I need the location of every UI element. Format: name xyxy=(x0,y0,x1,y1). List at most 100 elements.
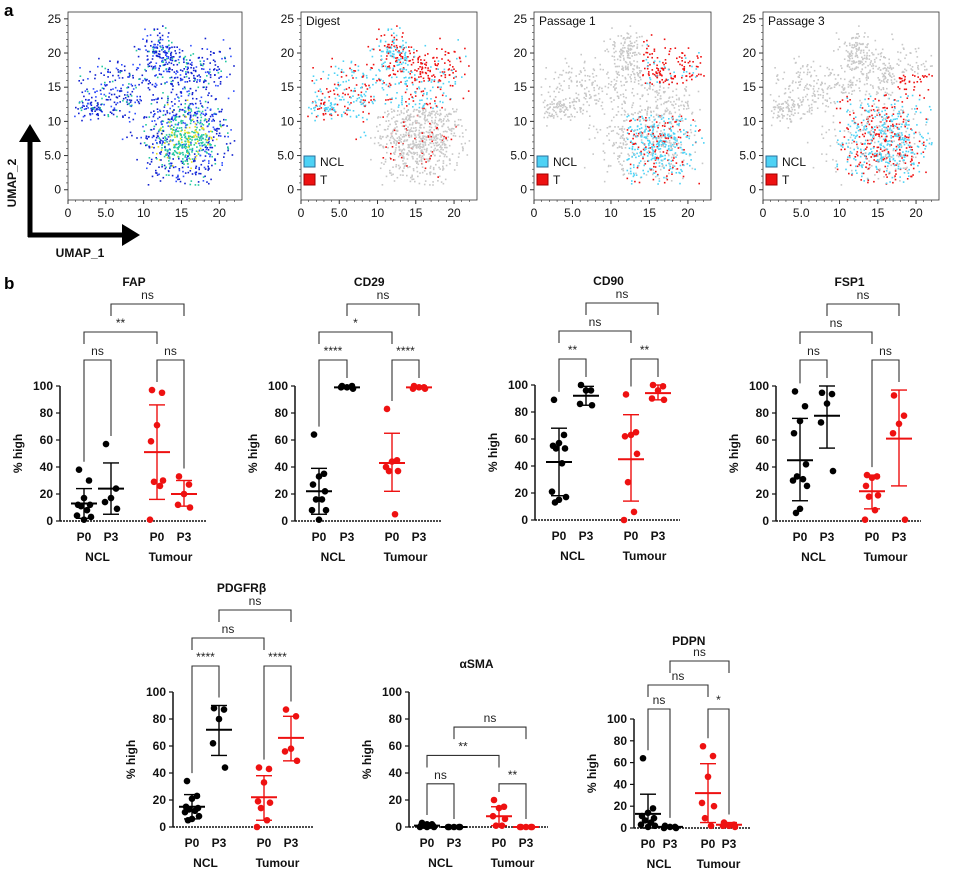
umap-point xyxy=(414,79,416,82)
umap-point xyxy=(87,99,89,101)
umap-point xyxy=(208,92,210,94)
umap-point xyxy=(616,147,619,149)
umap-point xyxy=(439,80,442,82)
umap-point xyxy=(877,106,880,109)
umap-point xyxy=(676,168,679,170)
umap-point xyxy=(391,130,394,133)
umap-point xyxy=(461,76,463,78)
umap-point xyxy=(199,137,201,140)
umap-point xyxy=(556,103,558,105)
umap-point xyxy=(191,173,194,175)
umap-point xyxy=(583,96,585,99)
umap-point xyxy=(115,103,117,106)
umap-point xyxy=(414,92,417,94)
umap-point xyxy=(639,160,642,162)
umap-point xyxy=(414,137,416,140)
umap-point xyxy=(617,126,620,128)
umap-point xyxy=(406,111,408,113)
umap-point xyxy=(588,90,590,93)
umap-point xyxy=(626,138,629,141)
umap-point xyxy=(649,86,651,88)
umap-point xyxy=(682,177,684,180)
umap-point xyxy=(456,164,458,166)
umap-point xyxy=(416,78,418,81)
umap-point xyxy=(217,66,219,68)
umap-point xyxy=(645,146,647,148)
umap-point xyxy=(214,158,216,160)
umap-point xyxy=(907,95,909,97)
umap-point xyxy=(573,98,575,101)
umap-point xyxy=(360,94,362,97)
umap-point xyxy=(201,110,204,113)
umap-point xyxy=(411,81,414,84)
umap-point xyxy=(683,133,685,136)
umap-point xyxy=(159,65,162,68)
umap-point xyxy=(112,88,114,90)
umap-point xyxy=(161,142,164,145)
umap-point xyxy=(157,146,160,148)
umap-point xyxy=(444,50,447,53)
umap-point xyxy=(342,71,345,74)
umap-point xyxy=(395,132,397,135)
umap-point xyxy=(563,80,565,82)
umap-point xyxy=(575,101,578,103)
umap-point xyxy=(320,78,322,80)
umap-point xyxy=(358,97,361,99)
umap-point xyxy=(207,101,209,104)
umap-point xyxy=(155,172,157,174)
umap-point xyxy=(553,99,556,101)
umap-point xyxy=(610,97,612,99)
umap-point xyxy=(622,69,625,71)
umap-point xyxy=(324,108,327,111)
umap-point xyxy=(651,69,654,71)
x-tick-label: 15 xyxy=(409,206,423,220)
umap-point xyxy=(147,63,149,66)
umap-point xyxy=(671,173,673,175)
umap-point xyxy=(649,63,651,66)
umap-point xyxy=(193,158,196,160)
umap-point xyxy=(397,110,399,112)
umap-point xyxy=(421,62,423,65)
umap-point xyxy=(659,73,662,76)
umap-point xyxy=(365,90,367,93)
umap-point xyxy=(427,144,430,146)
umap-point xyxy=(687,47,690,49)
umap-point xyxy=(582,109,585,112)
umap-point xyxy=(401,149,403,151)
umap-point xyxy=(918,131,921,134)
umap-point xyxy=(826,88,829,90)
umap-point xyxy=(446,139,449,142)
umap-point xyxy=(405,69,408,71)
umap-point xyxy=(396,46,398,49)
umap-point xyxy=(399,153,402,155)
umap-point xyxy=(187,166,189,168)
umap-point xyxy=(627,127,630,129)
umap-point xyxy=(178,151,181,154)
umap-point xyxy=(179,180,182,183)
umap-point xyxy=(569,102,571,104)
umap-point xyxy=(655,71,657,73)
umap-point xyxy=(624,76,627,79)
umap-point xyxy=(340,99,343,101)
umap-point xyxy=(856,42,858,44)
umap-point xyxy=(453,169,456,171)
umap-point xyxy=(565,108,568,110)
umap-panel-title: Digest xyxy=(306,14,341,28)
umap-point xyxy=(178,146,180,149)
umap-point xyxy=(651,155,654,157)
umap-point xyxy=(569,97,571,99)
umap-point xyxy=(622,131,625,133)
umap-point xyxy=(904,82,907,85)
umap-point xyxy=(209,115,212,118)
umap-point xyxy=(887,140,890,143)
umap-point xyxy=(174,146,176,149)
umap-point xyxy=(637,164,640,167)
umap-point xyxy=(392,73,395,75)
umap-point xyxy=(642,157,644,160)
umap-point xyxy=(119,70,122,72)
umap-point xyxy=(445,137,447,140)
umap-point xyxy=(199,144,201,147)
umap-point xyxy=(186,151,188,153)
umap-point xyxy=(617,95,620,98)
umap-point xyxy=(439,37,441,40)
